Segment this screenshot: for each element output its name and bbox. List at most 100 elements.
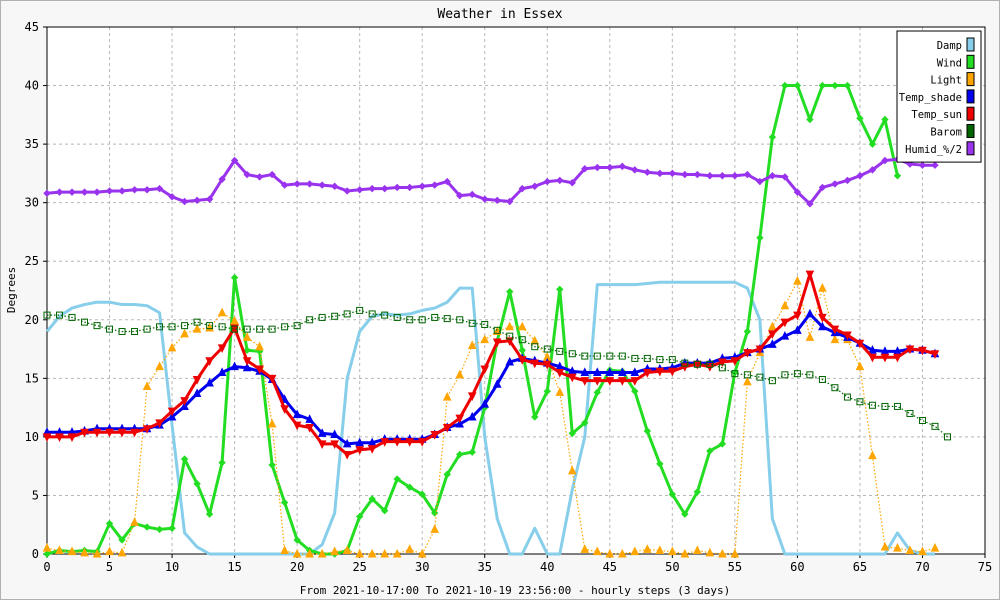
data-point	[292, 421, 302, 431]
data-point	[443, 315, 451, 323]
data-point	[443, 177, 451, 186]
data-point	[568, 429, 576, 438]
data-point	[580, 544, 590, 553]
data-point	[592, 367, 602, 376]
data-point	[606, 163, 614, 172]
data-point	[192, 376, 202, 385]
data-point	[330, 440, 339, 450]
data-point	[42, 543, 52, 552]
data-point	[355, 186, 364, 194]
x-tick-label: 45	[603, 560, 617, 574]
data-point	[643, 427, 652, 435]
data-point	[55, 433, 64, 443]
data-point	[656, 356, 664, 364]
data-point	[506, 332, 514, 340]
data-point	[806, 371, 814, 379]
y-axis-label: Degrees	[5, 267, 18, 313]
data-point	[868, 450, 877, 460]
data-point	[631, 166, 639, 174]
data-point	[856, 172, 864, 180]
legend-swatch	[966, 37, 975, 52]
series-barom	[43, 306, 951, 441]
y-tick-label: 40	[25, 79, 39, 93]
data-point	[217, 367, 227, 376]
data-point	[68, 188, 76, 196]
data-point	[480, 334, 490, 344]
data-point	[105, 546, 114, 556]
legend-label: Temp_sun	[911, 109, 962, 121]
data-point	[292, 409, 302, 419]
data-point	[831, 180, 839, 188]
data-point	[442, 391, 452, 401]
data-point	[806, 115, 814, 124]
data-point	[543, 177, 551, 186]
data-point	[393, 475, 401, 483]
data-point	[180, 401, 189, 410]
data-point	[305, 180, 314, 188]
data-point	[793, 81, 802, 90]
data-point	[193, 318, 201, 326]
data-point	[456, 316, 464, 324]
data-point	[292, 548, 302, 558]
data-point	[205, 195, 214, 203]
data-point	[130, 186, 139, 194]
data-point	[56, 311, 64, 319]
data-point	[656, 169, 664, 178]
data-point	[731, 172, 739, 180]
data-point	[843, 176, 852, 185]
data-point	[531, 182, 539, 190]
x-tick-label: 5	[106, 560, 113, 574]
data-point	[205, 357, 214, 366]
data-point	[718, 172, 727, 180]
data-point	[718, 358, 727, 368]
data-point	[305, 414, 314, 423]
data-point	[830, 325, 840, 335]
series-light	[42, 276, 940, 558]
data-point	[380, 438, 389, 447]
data-point	[205, 377, 214, 387]
data-point	[418, 490, 426, 498]
data-point	[342, 438, 352, 448]
data-point	[355, 512, 364, 521]
data-point	[668, 546, 677, 556]
data-point	[868, 140, 877, 148]
data-point	[818, 313, 827, 323]
data-point	[630, 377, 640, 386]
data-point	[280, 405, 289, 414]
data-point	[567, 465, 577, 475]
data-point	[355, 437, 364, 447]
data-point	[455, 414, 465, 424]
data-point	[230, 361, 239, 371]
y-tick-label: 25	[25, 254, 39, 268]
data-point	[255, 341, 264, 351]
data-point	[793, 188, 802, 196]
data-point	[268, 461, 276, 469]
data-point	[405, 183, 414, 192]
data-point	[468, 190, 476, 199]
data-point	[706, 360, 714, 368]
data-point	[206, 322, 214, 330]
data-point	[267, 418, 277, 428]
data-point	[193, 480, 201, 488]
data-point	[818, 376, 826, 384]
data-point	[768, 339, 777, 348]
data-point	[342, 545, 352, 554]
data-point	[205, 322, 214, 332]
data-point	[168, 323, 176, 331]
data-point	[267, 374, 277, 384]
data-point	[643, 368, 652, 378]
y-tick-label: 10	[25, 430, 39, 444]
data-point	[931, 161, 939, 169]
data-point	[893, 172, 902, 180]
data-point	[242, 357, 252, 366]
data-point	[43, 189, 51, 198]
data-point	[430, 181, 439, 189]
data-point	[943, 433, 951, 441]
data-point	[618, 162, 627, 171]
data-point	[568, 350, 576, 358]
data-point	[880, 353, 890, 363]
data-point	[781, 173, 789, 181]
data-point	[355, 446, 364, 455]
data-point	[493, 196, 501, 205]
data-point	[630, 367, 640, 376]
